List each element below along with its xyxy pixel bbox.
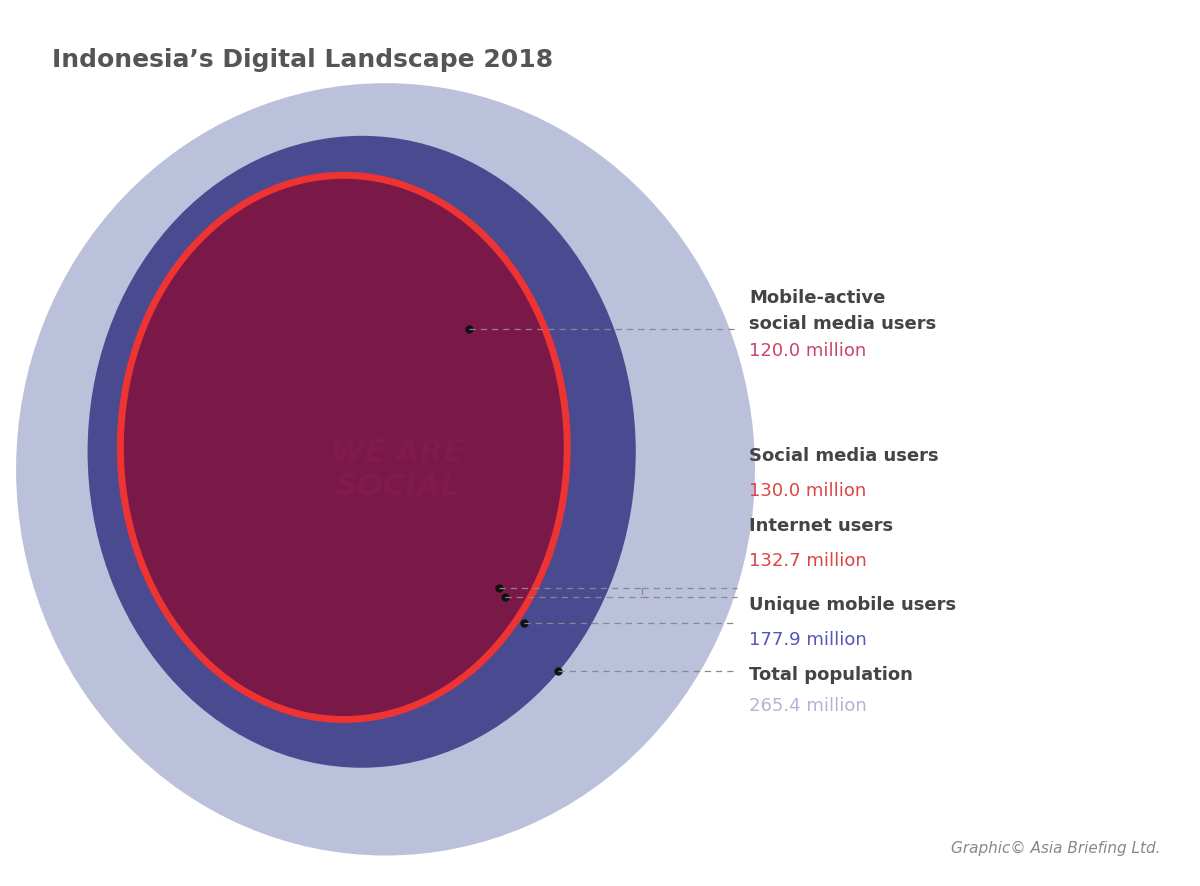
Text: social media users: social media users [749, 315, 936, 333]
Ellipse shape [120, 175, 568, 719]
Text: Mobile-active: Mobile-active [749, 289, 886, 307]
Text: 132.7 million: 132.7 million [749, 552, 866, 571]
Text: Social media users: Social media users [749, 447, 938, 465]
Text: Total population: Total population [749, 666, 913, 684]
Text: 265.4 million: 265.4 million [749, 697, 866, 715]
Text: Graphic© Asia Briefing Ltd.: Graphic© Asia Briefing Ltd. [950, 841, 1160, 856]
Text: 120.0 million: 120.0 million [749, 342, 866, 360]
Ellipse shape [16, 83, 755, 856]
Text: Indonesia’s Digital Landscape 2018: Indonesia’s Digital Landscape 2018 [52, 48, 553, 72]
Ellipse shape [88, 136, 636, 768]
Text: Internet users: Internet users [749, 517, 893, 535]
Ellipse shape [126, 182, 562, 713]
Text: WE ARE
SOCIAL: WE ARE SOCIAL [331, 438, 464, 501]
Text: 130.0 million: 130.0 million [749, 482, 866, 500]
Text: Unique mobile users: Unique mobile users [749, 596, 956, 614]
Ellipse shape [132, 195, 532, 691]
Text: 177.9 million: 177.9 million [749, 631, 866, 649]
